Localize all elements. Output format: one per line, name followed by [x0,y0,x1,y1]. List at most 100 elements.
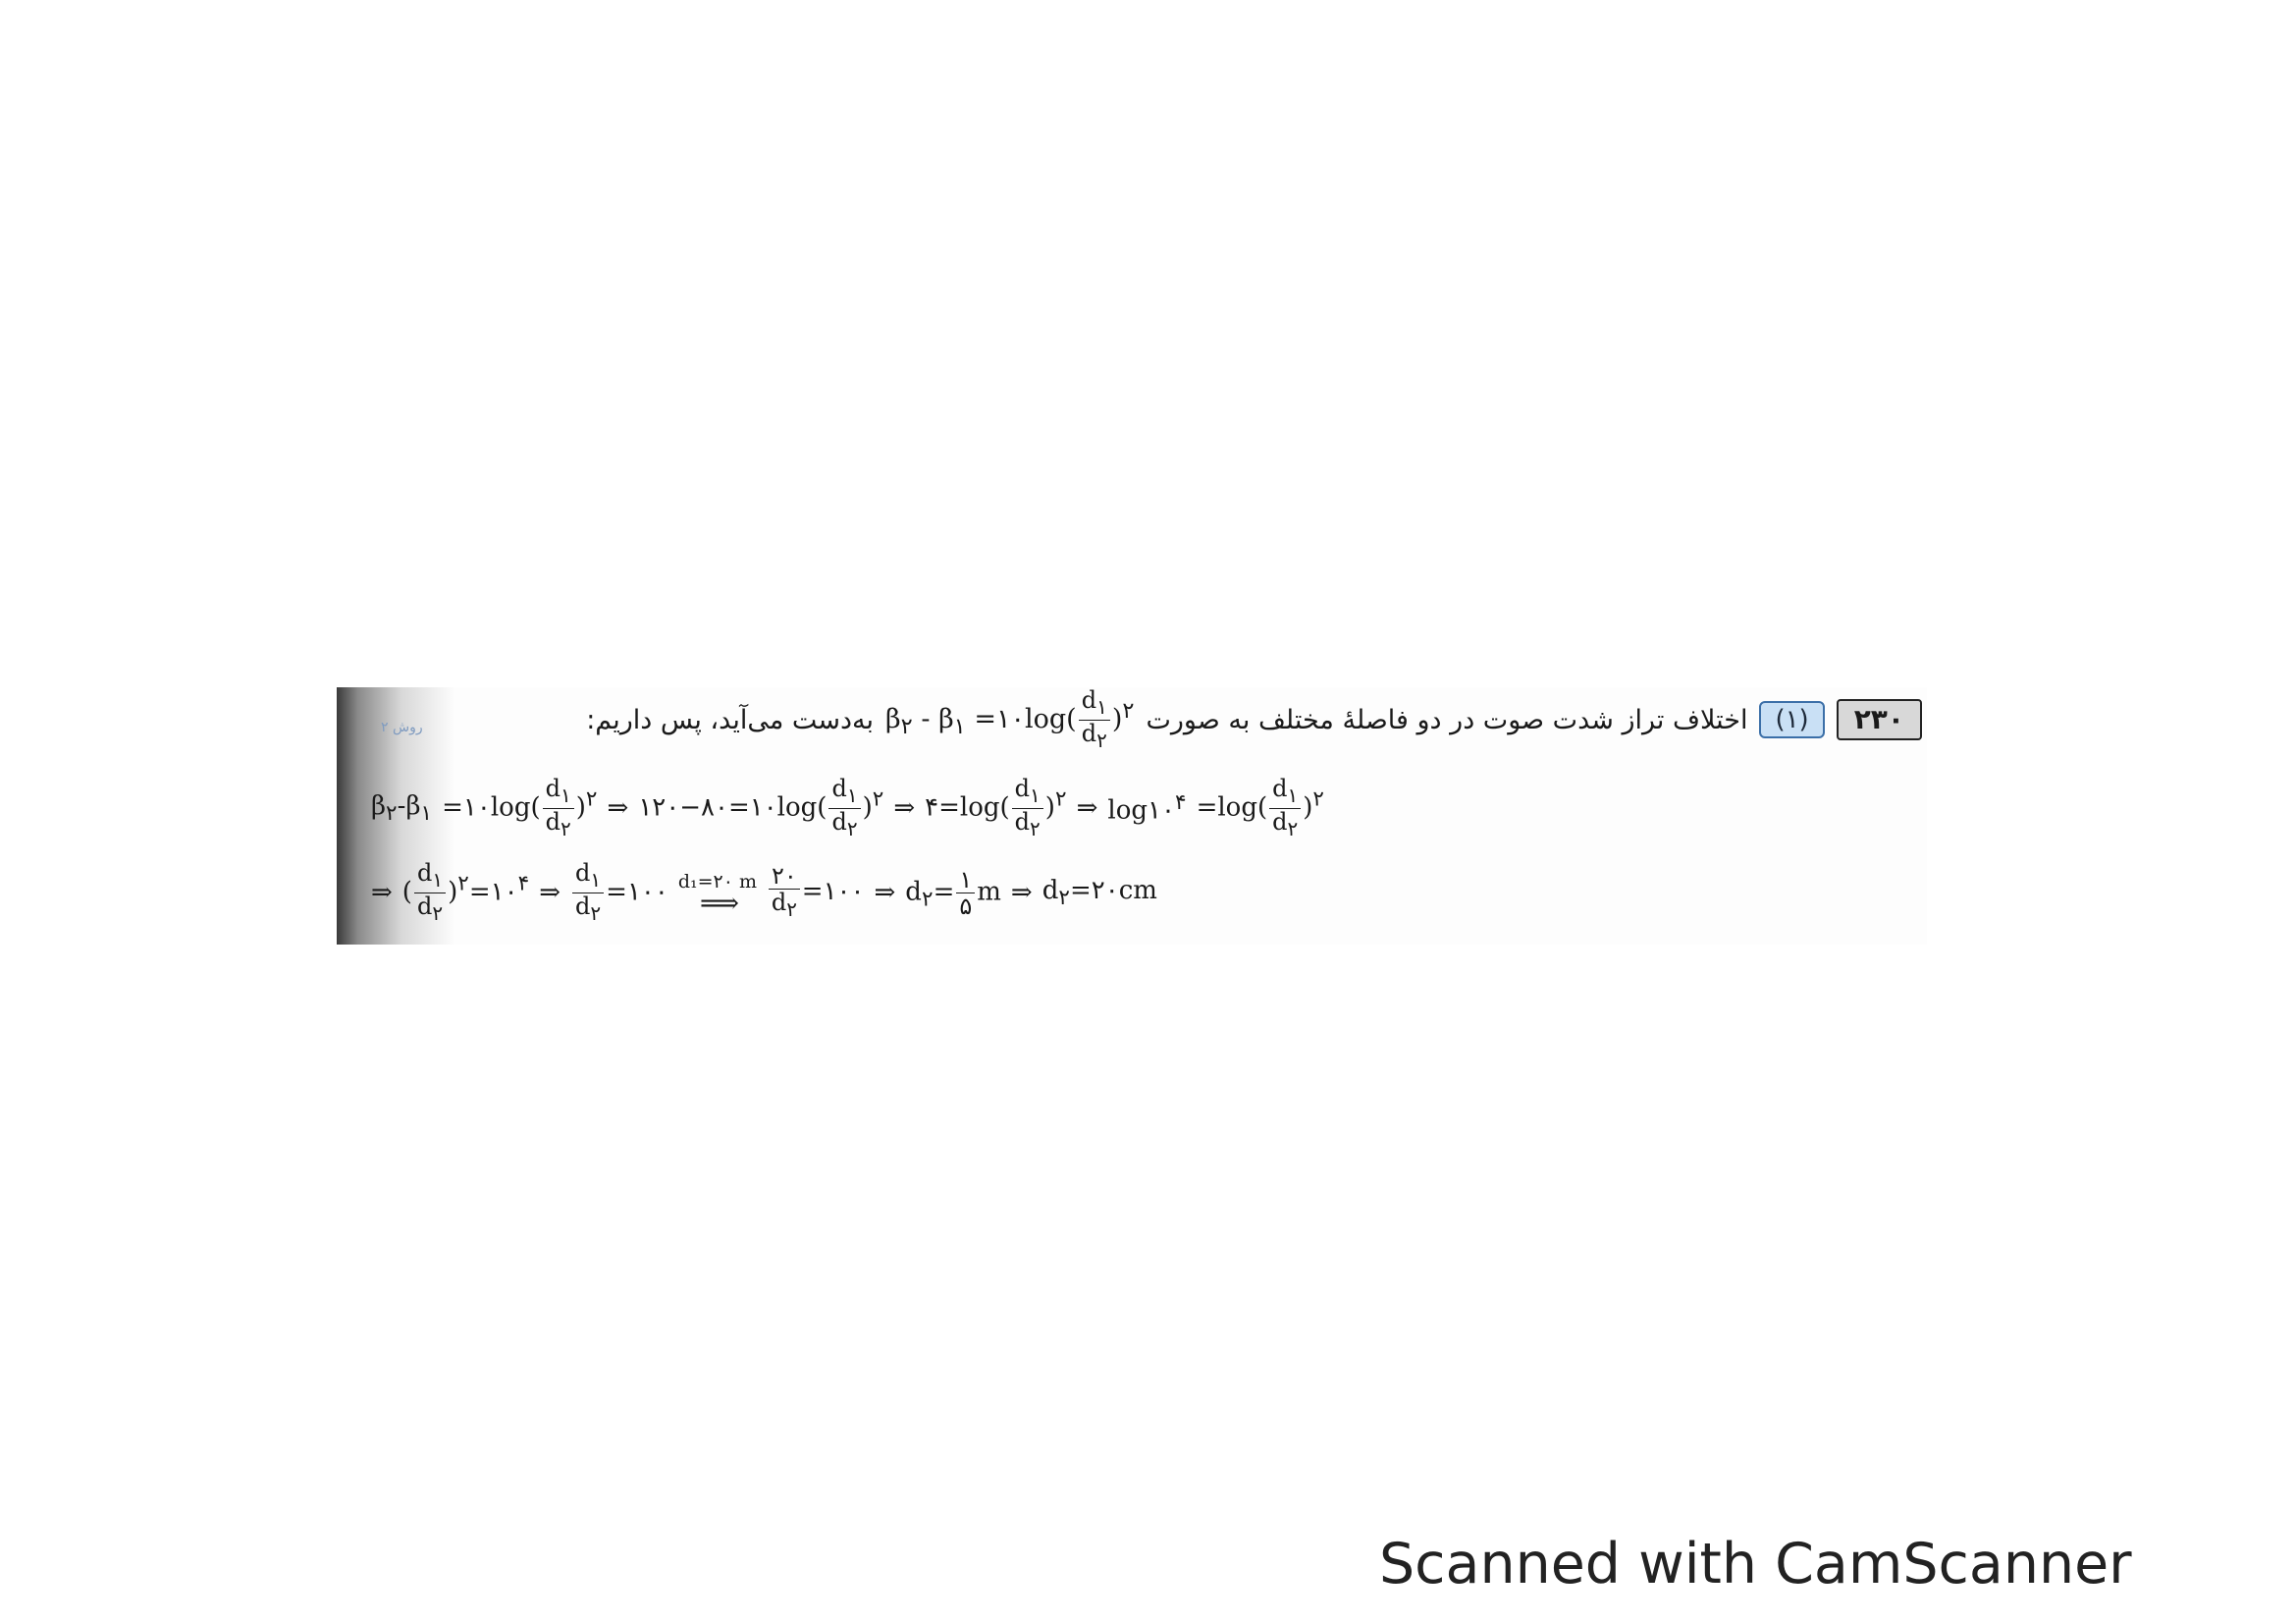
beta-sub-1: ۱ [954,714,966,739]
distance-fraction: d۱ d۲ [1079,687,1110,753]
pow-6: ۲ [457,872,469,896]
f7-den: d [575,893,590,920]
log-part-2: ۱۲۰−۸۰=۱۰log(d۱ d۲)۲ [638,776,883,841]
close-1: ) [576,792,586,822]
implies-6: ⇒ [1011,878,1033,907]
implies-4: ⇒ [539,878,561,907]
eq-1: =۱۰ [469,877,518,906]
beta-symbol-2: β [938,704,954,734]
log-text-3: ۴=log( [925,792,1010,822]
implies-arrow-2: ⇒ [893,793,915,823]
frac-num: d [1082,686,1096,714]
close-5: ) [1303,792,1312,822]
close-paren: ) [1112,704,1123,734]
pow-2: ۲ [873,787,884,812]
f3-den-sub: ۲ [1030,817,1041,840]
d2-a: d [905,877,922,906]
implies-arrow-1: ⇒ [608,793,629,823]
substitution-arrow: d₁=۲۰ m ⟹ [678,871,757,914]
fraction-2: d۱ d۲ [828,776,860,841]
d2-b: d [1042,876,1059,905]
pow-3: ۲ [1055,787,1067,812]
camscanner-watermark: Scanned with CamScanner [1379,1532,2132,1596]
f1-num-sub: ۱ [561,784,571,807]
f8-den: d [772,889,786,916]
f8-den-sub: ۲ [786,897,797,921]
d2-meters: d۲= ۱ ۵ m [905,867,1001,919]
f1-den: d [546,808,561,836]
log-text-2: ۱۲۰−۸۰=۱۰log( [638,792,827,822]
fraction-5: d۱ d۲ [1269,776,1301,841]
f7-num: d [575,859,590,887]
answer-choice: (۱) [1759,701,1824,738]
unit-m: m [977,877,1001,906]
f7-num-sub: ۱ [590,868,601,892]
close-6: ) [448,877,457,906]
frac-den: d [1082,720,1096,747]
minus-sign: - [921,704,930,734]
frac-num-sub: ۱ [1096,695,1107,719]
f6-num: d [417,859,432,887]
pow-4: ۴ [1175,790,1187,815]
pow-1: ۲ [586,787,598,812]
frac-den-sub: ۲ [1096,728,1107,751]
d2-cm: d۲=۲۰cm [1042,876,1157,910]
power-2: ۲ [1122,698,1134,724]
pow-eq-1: ۴ [518,872,530,896]
f7-den-sub: ۲ [590,901,601,925]
f3-den: d [1015,808,1030,836]
ratio-100: d۱ d۲ =۱۰۰ [570,860,668,926]
beta-a: β [371,791,386,821]
beta-difference: β۲-β۱ [371,791,432,826]
log-part-4: log۱۰۴ [1107,790,1186,826]
f5-den-sub: ۲ [1288,817,1299,840]
beta-symbol: β [885,704,901,734]
f9-num: ۱ [956,867,975,893]
close-2: ) [863,792,873,822]
f6-den: d [417,893,432,920]
f2-den: d [831,808,846,836]
beta-a-sub: ۲ [386,801,398,826]
side-label: روش ۲ [381,720,423,735]
ratio-20: ۲۰ d۲ =۱۰۰ [767,863,864,922]
f5-num-sub: ۱ [1288,784,1299,807]
eq-2: =۱۰۰ [606,877,668,906]
f5-num: d [1272,775,1287,802]
result-cm: =۲۰cm [1070,876,1157,905]
equation-line-2: β۲-β۱ =۱۰log(d۱ d۲)۲ ⇒ ۱۲۰−۸۰=۱۰log(d۱ d۲)… [371,776,1324,841]
eq-sign: = [934,877,955,906]
d2-b-sub: ۲ [1058,886,1070,910]
beta-b-sub: ۱ [421,801,433,826]
f2-den-sub: ۲ [847,817,858,840]
f3-num: d [1015,775,1030,802]
log-text-1: =۱۰log( [442,792,540,822]
f9-den: ۵ [959,893,972,919]
implies-start: ⇒ [371,878,393,907]
intro-text-after: به‌دست می‌آید، پس داریم: [586,705,874,735]
f3-num-sub: ۱ [1030,784,1041,807]
f1-num: d [546,775,561,802]
f1-den-sub: ۲ [561,817,571,840]
intro-text-before: اختلاف تراز شدت صوت در دو فاصلهٔ مختلف ب… [1146,705,1747,735]
implies-arrow-3: ⇒ [1077,793,1098,823]
d2-a-sub: ۲ [922,887,934,911]
log-part-1: =۱۰log(d۱ d۲)۲ [442,776,597,841]
fraction-1: d۱ d۲ [543,776,574,841]
pow-5: ۲ [1312,787,1324,812]
log-text-5: =log( [1197,792,1268,822]
f5-den: d [1272,808,1287,836]
f2-num: d [831,775,846,802]
f2-num-sub: ۱ [847,784,858,807]
equation-line-3: ⇒ (d۱ d۲)۲=۱۰۴ ⇒ d۱ d۲ =۱۰۰ d₁=۲۰ m ⟹ ۲۰ d۲ =۱… [371,860,1157,926]
beta-b: β [405,791,420,821]
log-text-4: log۱۰ [1107,796,1175,826]
f8-num: ۲۰ [769,863,800,890]
intro-formula: β۲ - β۱ =۱۰log(d۱ d۲)۲ [885,687,1134,753]
fraction-8: ۲۰ d۲ [769,863,800,922]
log-expression: =۱۰log( [974,704,1076,734]
question-header: ۲۳۰ (۱) اختلاف تراز شدت صوت در دو فاصلهٔ… [586,695,1922,744]
ratio-power: (d۱ d۲)۲=۱۰۴ [402,860,529,926]
beta-sub-2: ۲ [901,714,913,739]
log-part-3: ۴=log(d۱ d۲)۲ [925,776,1066,841]
